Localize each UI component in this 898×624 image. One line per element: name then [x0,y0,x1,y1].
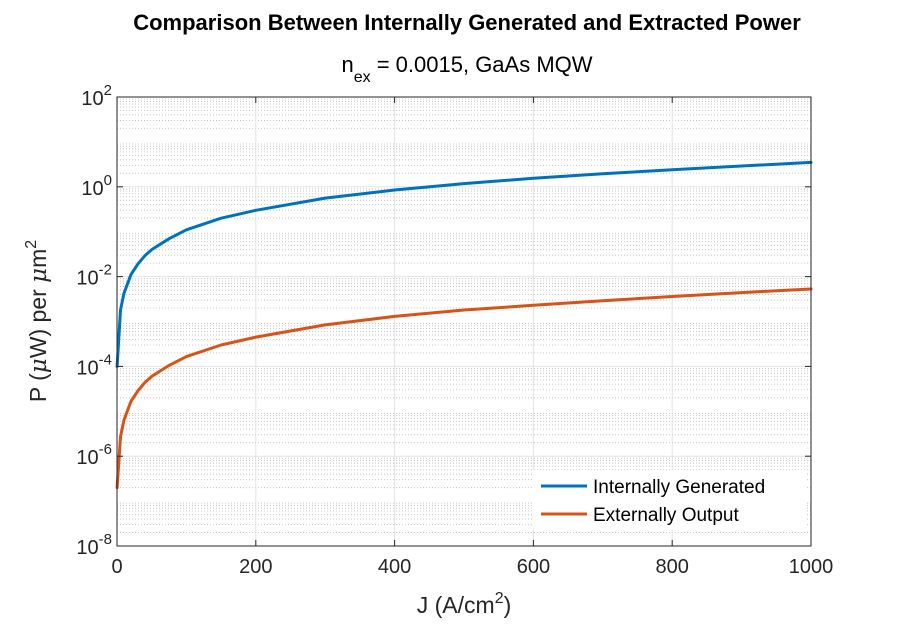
y-axis-label-sup: 2 [23,240,40,249]
subtitle-subscript: ex [354,69,371,86]
x-tick-label: 200 [239,556,272,578]
y-tick-label-base: 10 [76,268,98,290]
legend-label-external: Externally Output [593,505,739,526]
y-tick-label: 10-6 [76,441,112,469]
x-tick-label: 600 [517,556,550,578]
legend-box [532,470,806,530]
series-lines [115,160,813,490]
y-axis-label: P (μW) per μm2 [23,240,52,402]
y-tick-label: 102 [81,82,112,110]
y-tick-label-base: 10 [76,537,98,559]
tick-marks [116,96,812,547]
series-line-externally-output [115,287,813,490]
x-tick-label: 400 [378,556,411,578]
y-tick-label: 10-8 [76,531,112,559]
y-axis-label-m: m [25,249,51,268]
y-tick-label: 100 [81,172,112,200]
chart-title: Comparison Between Internally Generated … [133,10,801,35]
y-tick-label-exponent: -6 [99,441,112,458]
y-tick-label: 10-4 [76,351,112,379]
x-axis-label-base: J (A/cm [417,592,495,618]
y-axis-label-mid: W) per [25,283,51,358]
axes-box [116,96,812,547]
subtitle-base: n [341,52,353,77]
y-tick-label-exponent: 0 [104,172,112,189]
y-tick-label-exponent: -4 [99,351,112,368]
subtitle-rest: = 0.0015, GaAs MQW [371,52,593,77]
x-axis-label-rest: ) [504,592,512,618]
y-tick-label-base: 10 [76,447,98,469]
legend-label-internal: Internally Generated [593,477,765,498]
y-axis-label-mu2: μ [26,268,52,283]
y-tick-label: 10-2 [76,262,112,290]
series-line-internally-generated [115,160,813,368]
x-tick-label: 800 [656,556,689,578]
x-axis-label-sup: 2 [495,590,504,607]
y-tick-label-base: 10 [81,88,103,110]
y-tick-label-exponent: -2 [99,262,112,279]
x-tick-label: 0 [111,556,122,578]
legend: Internally Generated Externally Output [532,470,806,530]
y-tick-label-exponent: 2 [104,82,112,99]
y-axis-label-mu: μ [26,358,52,373]
y-tick-label-base: 10 [76,357,98,379]
x-tick-labels: 0 200 400 600 800 1000 [111,556,833,578]
y-axis-label-base: P ( [25,373,51,402]
x-axis-label: J (A/cm2) [417,590,512,618]
y-tick-label-base: 10 [81,178,103,200]
y-tick-label-exponent: -8 [99,531,112,548]
x-tick-label: 1000 [789,556,834,578]
chart-subtitle: nex = 0.0015, GaAs MQW [341,52,592,86]
